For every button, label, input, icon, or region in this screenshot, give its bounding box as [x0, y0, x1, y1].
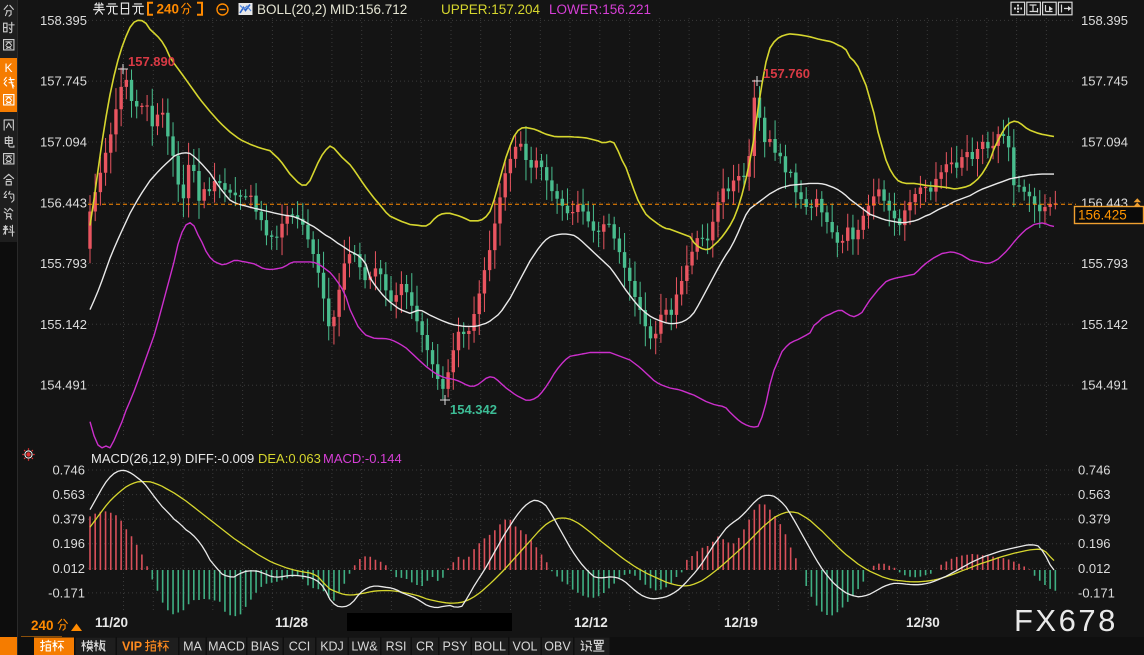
- svg-text:LW&: LW&: [351, 640, 378, 654]
- svg-text:0.746: 0.746: [52, 463, 85, 478]
- svg-text:156.443: 156.443: [40, 195, 87, 210]
- svg-text:RSI: RSI: [386, 640, 407, 654]
- svg-text:K: K: [4, 61, 12, 75]
- svg-text:CCI: CCI: [289, 640, 311, 654]
- svg-text:0.563: 0.563: [52, 487, 85, 502]
- svg-text:155.142: 155.142: [1081, 317, 1128, 332]
- svg-text:0.746: 0.746: [1078, 463, 1111, 478]
- svg-text:FX678: FX678: [1014, 603, 1118, 638]
- svg-text:MACD: MACD: [208, 640, 245, 654]
- svg-text:VOL: VOL: [512, 640, 537, 654]
- svg-text:12/12: 12/12: [574, 615, 608, 630]
- svg-text:157.760: 157.760: [763, 66, 810, 81]
- svg-text:0.012: 0.012: [52, 561, 85, 576]
- svg-text:OBV: OBV: [544, 640, 571, 654]
- svg-text:0.379: 0.379: [1078, 512, 1111, 527]
- svg-text:LOWER:156.221: LOWER:156.221: [549, 2, 651, 17]
- svg-text:155.793: 155.793: [1081, 256, 1128, 271]
- svg-text:155.142: 155.142: [40, 317, 87, 332]
- svg-text:0.012: 0.012: [1078, 561, 1111, 576]
- svg-text:MID:156.712: MID:156.712: [330, 2, 407, 17]
- svg-text:157.745: 157.745: [40, 74, 87, 89]
- svg-text:154.491: 154.491: [40, 378, 87, 393]
- svg-text:DEA:0.063: DEA:0.063: [258, 451, 321, 466]
- svg-text:240: 240: [157, 2, 180, 17]
- svg-text:157.094: 157.094: [1081, 135, 1128, 150]
- svg-text:157.745: 157.745: [1081, 74, 1128, 89]
- svg-text:MACD:-0.144: MACD:-0.144: [323, 451, 402, 466]
- svg-text:CR: CR: [416, 640, 434, 654]
- svg-text:-0.171: -0.171: [1078, 585, 1115, 600]
- svg-text:154.491: 154.491: [1081, 378, 1128, 393]
- svg-text:156.425: 156.425: [1078, 208, 1127, 223]
- svg-text:0.563: 0.563: [1078, 487, 1111, 502]
- svg-text:MACD(26,12,9) DIFF:-0.009: MACD(26,12,9) DIFF:-0.009: [91, 451, 254, 466]
- svg-text:0.196: 0.196: [1078, 536, 1111, 551]
- svg-text:11/20: 11/20: [95, 615, 128, 630]
- svg-text:12/30: 12/30: [906, 615, 940, 630]
- svg-text:0.196: 0.196: [52, 536, 85, 551]
- svg-text:MA: MA: [183, 640, 202, 654]
- svg-text:UPPER:157.204: UPPER:157.204: [441, 2, 541, 17]
- svg-text:PSY: PSY: [442, 640, 468, 654]
- svg-text:158.395: 158.395: [1081, 13, 1128, 28]
- svg-text:157.094: 157.094: [40, 135, 87, 150]
- svg-text:155.793: 155.793: [40, 256, 87, 271]
- svg-text:240: 240: [31, 618, 54, 633]
- svg-text:158.395: 158.395: [40, 13, 87, 28]
- svg-text:0.379: 0.379: [52, 512, 85, 527]
- svg-text:BOLL: BOLL: [474, 640, 506, 654]
- svg-text:157.890: 157.890: [128, 54, 175, 69]
- svg-text:KDJ: KDJ: [320, 640, 344, 654]
- svg-text:11/28: 11/28: [275, 615, 309, 630]
- svg-text:BOLL(20,2): BOLL(20,2): [257, 2, 327, 17]
- svg-text:VIP: VIP: [122, 640, 142, 654]
- svg-text:-0.171: -0.171: [48, 585, 85, 600]
- svg-text:154.342: 154.342: [450, 402, 497, 417]
- svg-text:BIAS: BIAS: [251, 640, 280, 654]
- svg-text:12/19: 12/19: [724, 615, 758, 630]
